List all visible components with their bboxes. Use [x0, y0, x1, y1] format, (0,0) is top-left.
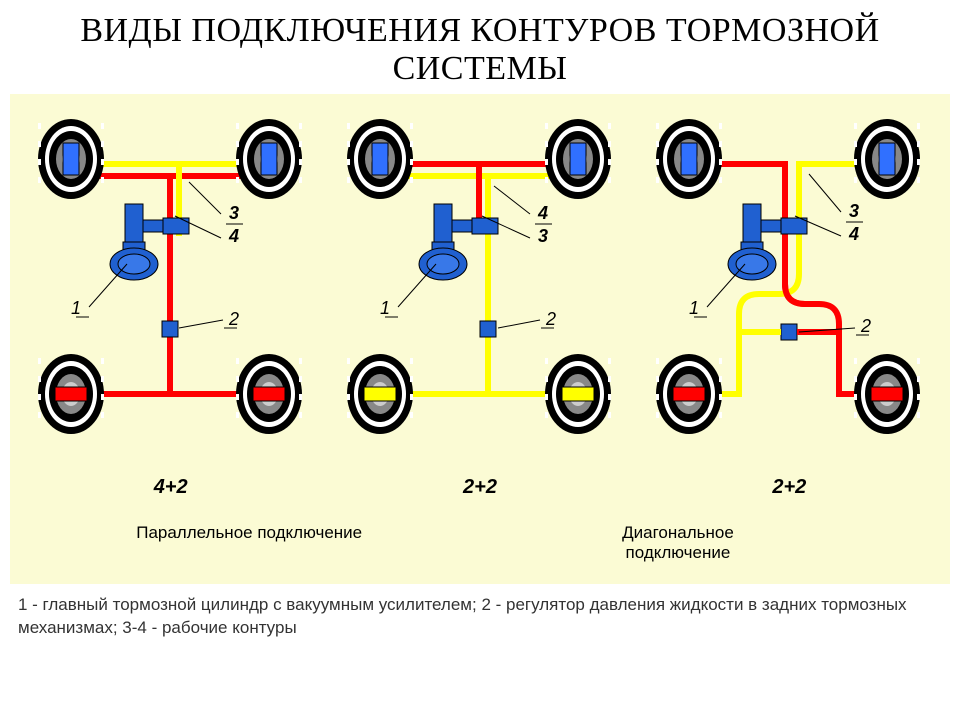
wheel-fl	[347, 119, 413, 199]
regulator-icon	[480, 321, 496, 337]
conn-label-parallel: Параллельное подключение	[136, 523, 362, 563]
label-1: 1	[380, 298, 390, 318]
diagram-1: 1 2 3 4 4+2	[16, 104, 325, 499]
label-4: 4	[228, 226, 239, 246]
label-1: 1	[689, 298, 699, 318]
wheel-fr	[854, 119, 920, 199]
master-cylinder-icon	[728, 204, 807, 280]
wheel-fl	[656, 119, 722, 199]
label-4: 4	[537, 203, 548, 223]
wheel-rr	[236, 354, 302, 434]
wheel-fr	[236, 119, 302, 199]
label-4: 4	[848, 224, 859, 244]
diagram-3-svg: 1 2 3 4	[639, 104, 939, 474]
page-title: ВИДЫ ПОДКЛЮЧЕНИЯ КОНТУРОВ ТОРМОЗНОЙ СИСТ…	[0, 0, 960, 94]
label-2: 2	[545, 309, 556, 329]
regulator-icon	[162, 321, 178, 337]
wheel-fr	[545, 119, 611, 199]
leader-1	[89, 264, 127, 307]
diagram-2-svg: 1 2 4 3	[330, 104, 630, 474]
leader-2	[179, 320, 223, 328]
wheel-rr	[545, 354, 611, 434]
label-2: 2	[860, 316, 871, 336]
wheel-fl	[38, 119, 104, 199]
diagram-panel: 1 2 3 4 4+2	[10, 94, 950, 584]
label-1: 1	[71, 298, 81, 318]
wheel-rl	[656, 354, 722, 434]
config-label-3: 2+2	[772, 476, 806, 499]
label-3: 3	[229, 203, 239, 223]
wheel-rl	[347, 354, 413, 434]
leader-2	[498, 320, 540, 328]
label-3: 3	[849, 201, 859, 221]
diagrams-row: 1 2 3 4 4+2	[16, 104, 944, 499]
leader-4a	[494, 186, 530, 214]
leader-3	[189, 182, 221, 214]
conn-label-diagonal: Диагональное подключение	[622, 523, 734, 563]
leader-1	[398, 264, 436, 307]
diagram-1-svg: 1 2 3 4	[21, 104, 321, 474]
diagram-3: 1 2 3 4 2+2	[635, 104, 944, 499]
diagram-2: 1 2 4 3 2+2	[325, 104, 634, 499]
config-label-2: 2+2	[463, 476, 497, 499]
wheel-rr	[854, 354, 920, 434]
config-label-1: 4+2	[154, 476, 188, 499]
legend-text: 1 - главный тормозной цилиндр с вакуумны…	[0, 584, 960, 650]
label-3: 3	[538, 226, 548, 246]
regulator-icon	[781, 324, 797, 340]
label-2: 2	[228, 309, 239, 329]
leader-3	[809, 174, 841, 212]
wheel-rl	[38, 354, 104, 434]
